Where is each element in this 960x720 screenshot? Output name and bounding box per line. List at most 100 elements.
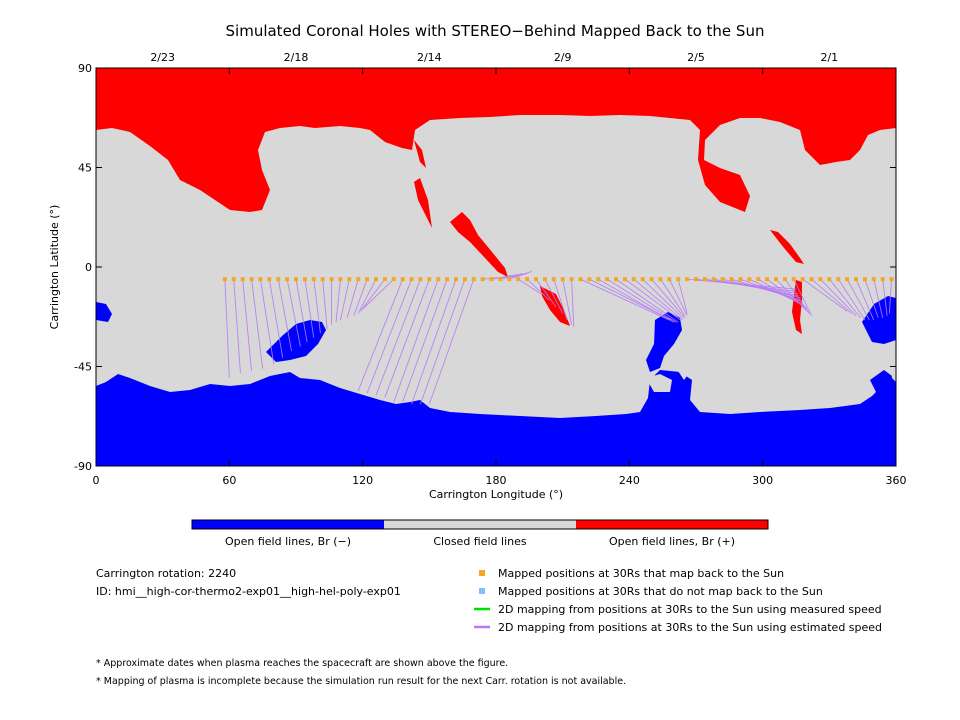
mapping-line (882, 279, 888, 316)
mapped-point (418, 277, 423, 282)
mapped-point (267, 277, 272, 282)
date-tick-label: 2/23 (150, 51, 175, 64)
run-id-text: ID: hmi__high-cor-thermo2-exp01__high-he… (96, 585, 401, 598)
mapped-point (240, 277, 245, 282)
note-incomplete: * Mapping of plasma is incomplete becaus… (96, 676, 626, 687)
mapping-line (580, 278, 670, 321)
mapped-point (409, 277, 414, 282)
legend-marker (479, 570, 485, 576)
mapping-line (491, 273, 523, 280)
date-axis: 2/23 2/18 2/14 2/9 2/5 2/1 (150, 51, 838, 64)
mapping-line (828, 278, 861, 319)
mapped-point (711, 277, 716, 282)
red-streamer-170 (450, 212, 508, 277)
colorbar-segment (384, 520, 576, 529)
mapping-line (384, 279, 430, 398)
mapped-point (231, 277, 236, 282)
legend-label: Mapped positions at 30Rs that do not map… (498, 585, 823, 598)
mapped-point (329, 277, 334, 282)
mapped-point (854, 277, 858, 282)
mapped-point (338, 277, 343, 282)
mapping-line (633, 278, 683, 321)
mapping-line (606, 278, 677, 323)
mapping-line (259, 279, 275, 365)
closed-island-260 (646, 374, 672, 392)
blue-hole-260 (646, 312, 682, 372)
chart-title: Simulated Coronal Holes with STEREO−Behi… (226, 22, 765, 40)
mapping-line (335, 279, 341, 323)
mapping-line (793, 278, 812, 316)
mapped-point (640, 277, 645, 282)
mapped-point (507, 277, 512, 282)
legend-marker (479, 588, 485, 594)
colorbar-segment (192, 520, 384, 529)
mapping-line (757, 278, 806, 308)
mapped-point (747, 277, 752, 282)
mapped-point (756, 277, 761, 282)
mapped-point (276, 277, 281, 282)
mapped-point (480, 277, 485, 282)
mapping-line (535, 278, 557, 308)
mapped-point (560, 277, 565, 282)
mapped-point (462, 277, 467, 282)
mapped-point (445, 277, 450, 282)
mapping-line (888, 279, 893, 314)
mapping-line (366, 278, 412, 394)
mapping-line (322, 279, 328, 329)
mapped-point (365, 277, 370, 282)
mapped-point (622, 277, 627, 282)
mapped-point (551, 277, 556, 282)
mapped-point (391, 277, 396, 282)
mapped-point (720, 277, 725, 282)
mapping-line (313, 279, 321, 334)
mapped-point (667, 277, 672, 282)
mapping-line (811, 278, 852, 314)
mapping-line (340, 279, 350, 321)
north-polar-open-field-region (96, 68, 896, 212)
mapped-point (800, 277, 805, 282)
mapping-line (509, 270, 532, 280)
x-tick-label: 360 (886, 474, 907, 487)
x-tick-label: 120 (352, 474, 373, 487)
mapping-lines (224, 270, 893, 405)
x-tick-label: 0 (93, 474, 100, 487)
date-tick-label: 2/9 (554, 51, 572, 64)
mapping-line (571, 279, 575, 327)
mapped-point (738, 277, 743, 282)
legend: Mapped positions at 30Rs that map back t… (474, 567, 882, 634)
colorbar-label: Open field lines, Br (+) (609, 535, 735, 548)
red-patch-200 (210, 178, 226, 188)
mapped-point (249, 277, 254, 282)
colorbar-label: Closed field lines (433, 535, 527, 548)
mapped-point (791, 277, 796, 282)
mapping-line (304, 279, 315, 338)
mapped-point (427, 277, 432, 282)
mapping-line (360, 278, 386, 312)
mapped-point (685, 277, 690, 282)
red-streamer-318 (792, 280, 802, 334)
mapped-point (871, 277, 876, 282)
mapping-line (837, 278, 866, 321)
mapped-point (542, 277, 547, 282)
mapped-point (347, 277, 352, 282)
mapping-line (242, 279, 253, 371)
mapping-line (420, 279, 466, 405)
mapped-point (889, 277, 894, 282)
y-axis-label: Carrington Latitude (°) (48, 205, 61, 330)
mapping-line (428, 279, 475, 405)
mapped-point (578, 277, 583, 282)
red-streamer-150 (414, 178, 432, 228)
red-streamer-112 (414, 140, 426, 168)
x-axis-label: Carrington Longitude (°) (429, 488, 563, 501)
mapping-line (375, 279, 421, 396)
blue-hole-west-0 (96, 302, 112, 322)
mapping-line (251, 279, 264, 369)
mapped-point (374, 277, 378, 282)
mapping-line (393, 279, 439, 403)
mapped-point (400, 277, 405, 282)
mapped-point (356, 277, 361, 282)
mapped-point (320, 277, 325, 282)
mapping-line (677, 279, 688, 314)
mapped-point (658, 277, 663, 282)
